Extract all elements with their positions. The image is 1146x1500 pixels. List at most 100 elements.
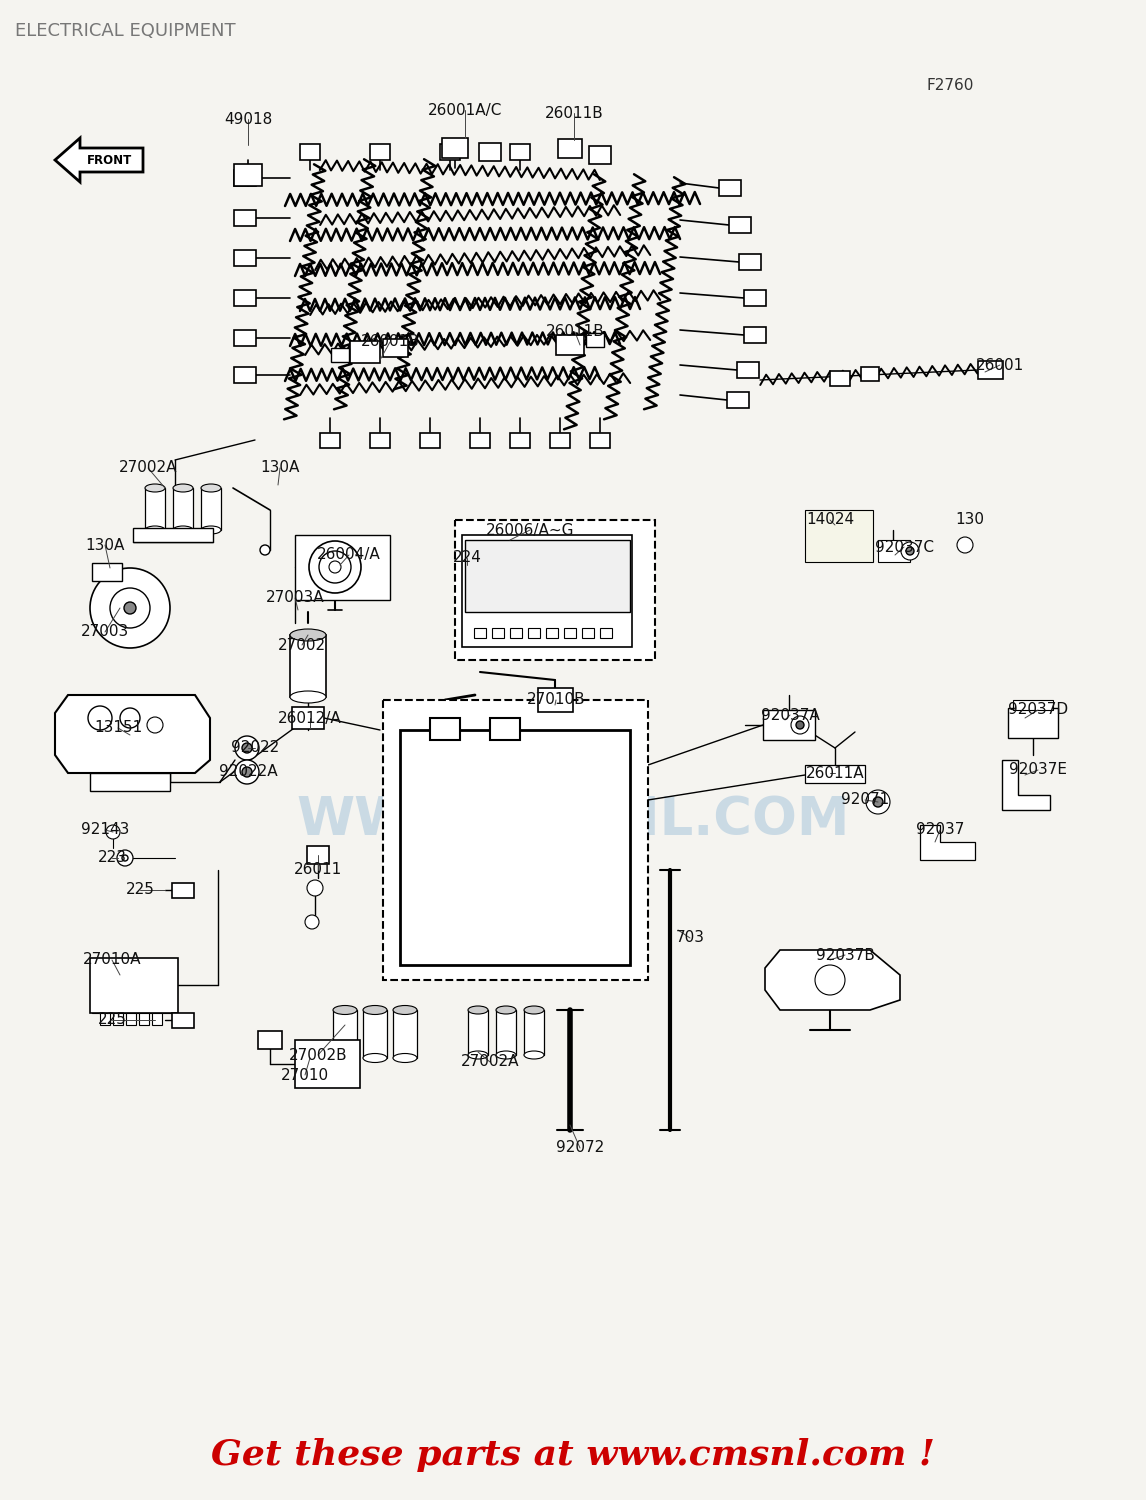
Text: 14024: 14024 xyxy=(806,513,854,528)
Bar xyxy=(590,433,610,448)
Bar xyxy=(234,368,256,382)
Ellipse shape xyxy=(333,1005,358,1014)
Bar xyxy=(383,339,408,357)
Bar xyxy=(139,1013,149,1025)
Bar xyxy=(763,710,815,740)
Bar xyxy=(234,290,256,306)
Bar xyxy=(528,628,540,638)
Circle shape xyxy=(319,550,351,584)
Bar xyxy=(978,362,1003,380)
Bar xyxy=(830,370,850,386)
Text: FRONT: FRONT xyxy=(87,153,133,166)
Bar xyxy=(804,510,873,562)
Circle shape xyxy=(242,766,252,777)
Bar xyxy=(510,433,529,448)
Text: 92037: 92037 xyxy=(916,822,964,837)
Circle shape xyxy=(110,588,150,628)
Bar xyxy=(468,1010,488,1054)
Circle shape xyxy=(901,542,919,560)
Bar xyxy=(113,1013,123,1025)
Bar xyxy=(442,138,468,158)
Ellipse shape xyxy=(146,526,165,534)
Ellipse shape xyxy=(393,1005,417,1014)
Ellipse shape xyxy=(496,1052,516,1059)
Bar xyxy=(729,217,751,232)
Ellipse shape xyxy=(363,1005,387,1014)
Ellipse shape xyxy=(333,1053,358,1062)
Ellipse shape xyxy=(146,484,165,492)
Circle shape xyxy=(309,542,361,592)
Text: 92037D: 92037D xyxy=(1008,702,1068,717)
Bar xyxy=(465,540,630,612)
Circle shape xyxy=(124,602,136,613)
Circle shape xyxy=(235,736,259,760)
Text: 225: 225 xyxy=(97,1013,126,1028)
Bar xyxy=(146,488,165,530)
Circle shape xyxy=(307,880,323,896)
Bar xyxy=(455,520,656,660)
Ellipse shape xyxy=(290,628,325,640)
Text: 92037B: 92037B xyxy=(816,948,874,963)
Text: 92143: 92143 xyxy=(81,822,129,837)
Bar xyxy=(510,144,529,160)
Bar xyxy=(331,348,350,361)
Circle shape xyxy=(866,790,890,814)
Bar xyxy=(295,1040,360,1088)
Bar xyxy=(419,433,440,448)
Text: 49018: 49018 xyxy=(223,111,272,126)
Text: 92022A: 92022A xyxy=(219,765,277,780)
Bar xyxy=(440,144,460,160)
Bar xyxy=(400,730,630,964)
Bar xyxy=(370,144,390,160)
Text: 26011A: 26011A xyxy=(806,765,864,780)
Bar xyxy=(393,1010,417,1058)
Bar xyxy=(601,628,612,638)
Text: 92071: 92071 xyxy=(841,792,889,807)
Text: 92072: 92072 xyxy=(556,1140,604,1155)
Circle shape xyxy=(957,537,973,554)
Bar xyxy=(430,718,460,740)
Bar xyxy=(152,1013,162,1025)
Text: ELECTRICAL EQUIPMENT: ELECTRICAL EQUIPMENT xyxy=(15,22,236,40)
Text: 26006/A~G: 26006/A~G xyxy=(486,522,574,537)
Bar xyxy=(582,628,594,638)
Circle shape xyxy=(117,850,133,865)
Text: 13151: 13151 xyxy=(94,720,142,735)
Bar xyxy=(492,628,504,638)
Bar xyxy=(363,1010,387,1058)
Bar xyxy=(91,772,170,790)
Bar xyxy=(1013,700,1053,709)
Text: 92037A: 92037A xyxy=(761,708,819,723)
Text: 224: 224 xyxy=(453,550,481,566)
Bar xyxy=(1008,708,1058,738)
Text: 27002A: 27002A xyxy=(461,1054,519,1070)
Text: 27010A: 27010A xyxy=(83,952,141,968)
Text: 27002: 27002 xyxy=(278,638,327,652)
Bar xyxy=(172,1013,194,1028)
Circle shape xyxy=(235,760,259,784)
Bar xyxy=(564,628,576,638)
Bar xyxy=(550,433,570,448)
Text: 27002A: 27002A xyxy=(119,460,178,476)
Ellipse shape xyxy=(496,1007,516,1014)
Bar xyxy=(370,433,390,448)
Ellipse shape xyxy=(363,1053,387,1062)
Circle shape xyxy=(260,544,270,555)
Text: 26011: 26011 xyxy=(293,862,343,877)
Polygon shape xyxy=(55,138,143,182)
Polygon shape xyxy=(1002,760,1050,810)
Bar xyxy=(383,700,647,980)
Bar xyxy=(234,210,256,226)
Bar xyxy=(490,718,520,740)
Bar xyxy=(234,251,256,266)
Bar xyxy=(727,392,749,408)
Circle shape xyxy=(88,706,112,730)
Bar xyxy=(537,688,573,712)
Bar xyxy=(474,628,486,638)
Ellipse shape xyxy=(524,1052,544,1059)
Bar xyxy=(479,142,501,160)
Bar xyxy=(510,628,521,638)
Circle shape xyxy=(796,722,804,729)
Text: 223: 223 xyxy=(97,850,126,865)
Text: F2760: F2760 xyxy=(926,78,974,93)
